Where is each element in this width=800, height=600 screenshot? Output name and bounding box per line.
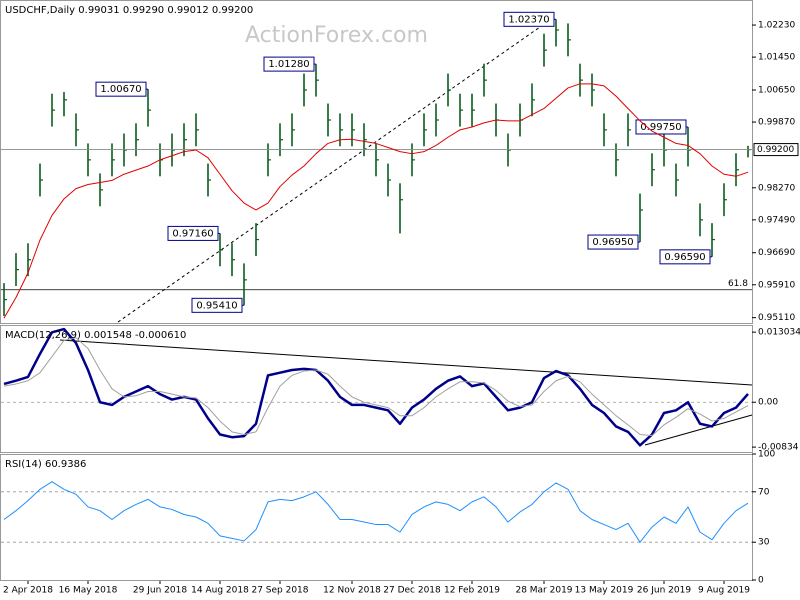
annotation-label: 1.01280	[268, 59, 309, 70]
annotation-label: 0.96950	[592, 237, 633, 248]
annotation-box	[503, 11, 555, 27]
series-line	[3, 481, 749, 543]
annotation-box	[659, 249, 711, 265]
y-tick-label: 0.00	[758, 398, 778, 408]
annotation-box	[191, 297, 243, 313]
annotation-box	[95, 81, 147, 97]
y-tick-label: 0.96690	[758, 248, 795, 258]
y-tick-label: 30	[758, 538, 770, 548]
y-tick-label: 0.95110	[758, 313, 795, 323]
x-tick-label: 27 Dec 2018	[383, 586, 441, 596]
annotation-box	[167, 225, 219, 241]
series-line	[3, 327, 749, 447]
y-tick-label: 0	[758, 576, 764, 586]
annotation-label: 1.00670	[100, 84, 141, 95]
x-tick-label: 28 Mar 2019	[515, 586, 572, 596]
annotation-box	[587, 234, 639, 250]
annotation-label: 0.97160	[172, 228, 213, 239]
y-tick-label: 100	[758, 450, 775, 460]
annotation-label: 0.99750	[640, 122, 681, 133]
series-line	[3, 83, 749, 319]
annotation-label: 0.96590	[664, 252, 705, 263]
macd-trend-line	[59, 339, 753, 386]
x-tick-label: 2 Apr 2018	[3, 586, 53, 596]
macd-trend-line	[644, 414, 753, 446]
panel-title: RSI(14) 60.9386	[5, 459, 86, 470]
x-tick-label: 9 Aug 2019	[698, 586, 750, 596]
y-tick-label: -0.00834	[758, 443, 799, 453]
level-label: 61.8	[728, 279, 748, 289]
y-tick-label: 0.98270	[758, 183, 795, 193]
y-tick-label: 70	[758, 487, 770, 497]
trend-line	[117, 19, 551, 323]
panel-title: USDCHF,Daily 0.99031 0.99290 0.99012 0.9…	[5, 5, 253, 16]
x-tick-label: 13 May 2019	[575, 586, 634, 596]
x-tick-label: 29 Jun 2018	[133, 586, 187, 596]
watermark: ActionForex.com	[245, 23, 428, 48]
x-tick-label: 16 May 2018	[59, 586, 118, 596]
y-tick-label: 0.013034	[758, 328, 800, 338]
x-tick-label: 26 Jun 2019	[637, 586, 691, 596]
y-tick-label: 0.97490	[758, 215, 795, 225]
x-tick-label: 12 Nov 2018	[323, 586, 381, 596]
y-tick-label: 1.00650	[758, 85, 795, 95]
annotation-label: 1.02370	[508, 14, 549, 25]
x-tick-label: 14 Aug 2018	[191, 586, 249, 596]
x-tick-label: 12 Feb 2019	[444, 586, 500, 596]
y-tick-label: 0.99870	[758, 118, 795, 128]
series-line	[3, 337, 749, 437]
y-tick-label: 1.01450	[758, 53, 795, 63]
annotation-label: 0.95410	[196, 300, 237, 311]
current-price-label: 0.99200	[757, 145, 794, 155]
panel-title: MACD(12,26,9) 0.001548 -0.000610	[5, 330, 186, 341]
x-tick-label: 27 Sep 2018	[251, 586, 308, 596]
y-tick-label: 1.02230	[758, 21, 795, 31]
annotation-box	[635, 119, 687, 135]
y-tick-label: 0.95910	[758, 280, 795, 290]
current-price-box	[753, 143, 799, 157]
annotation-box	[263, 56, 315, 72]
